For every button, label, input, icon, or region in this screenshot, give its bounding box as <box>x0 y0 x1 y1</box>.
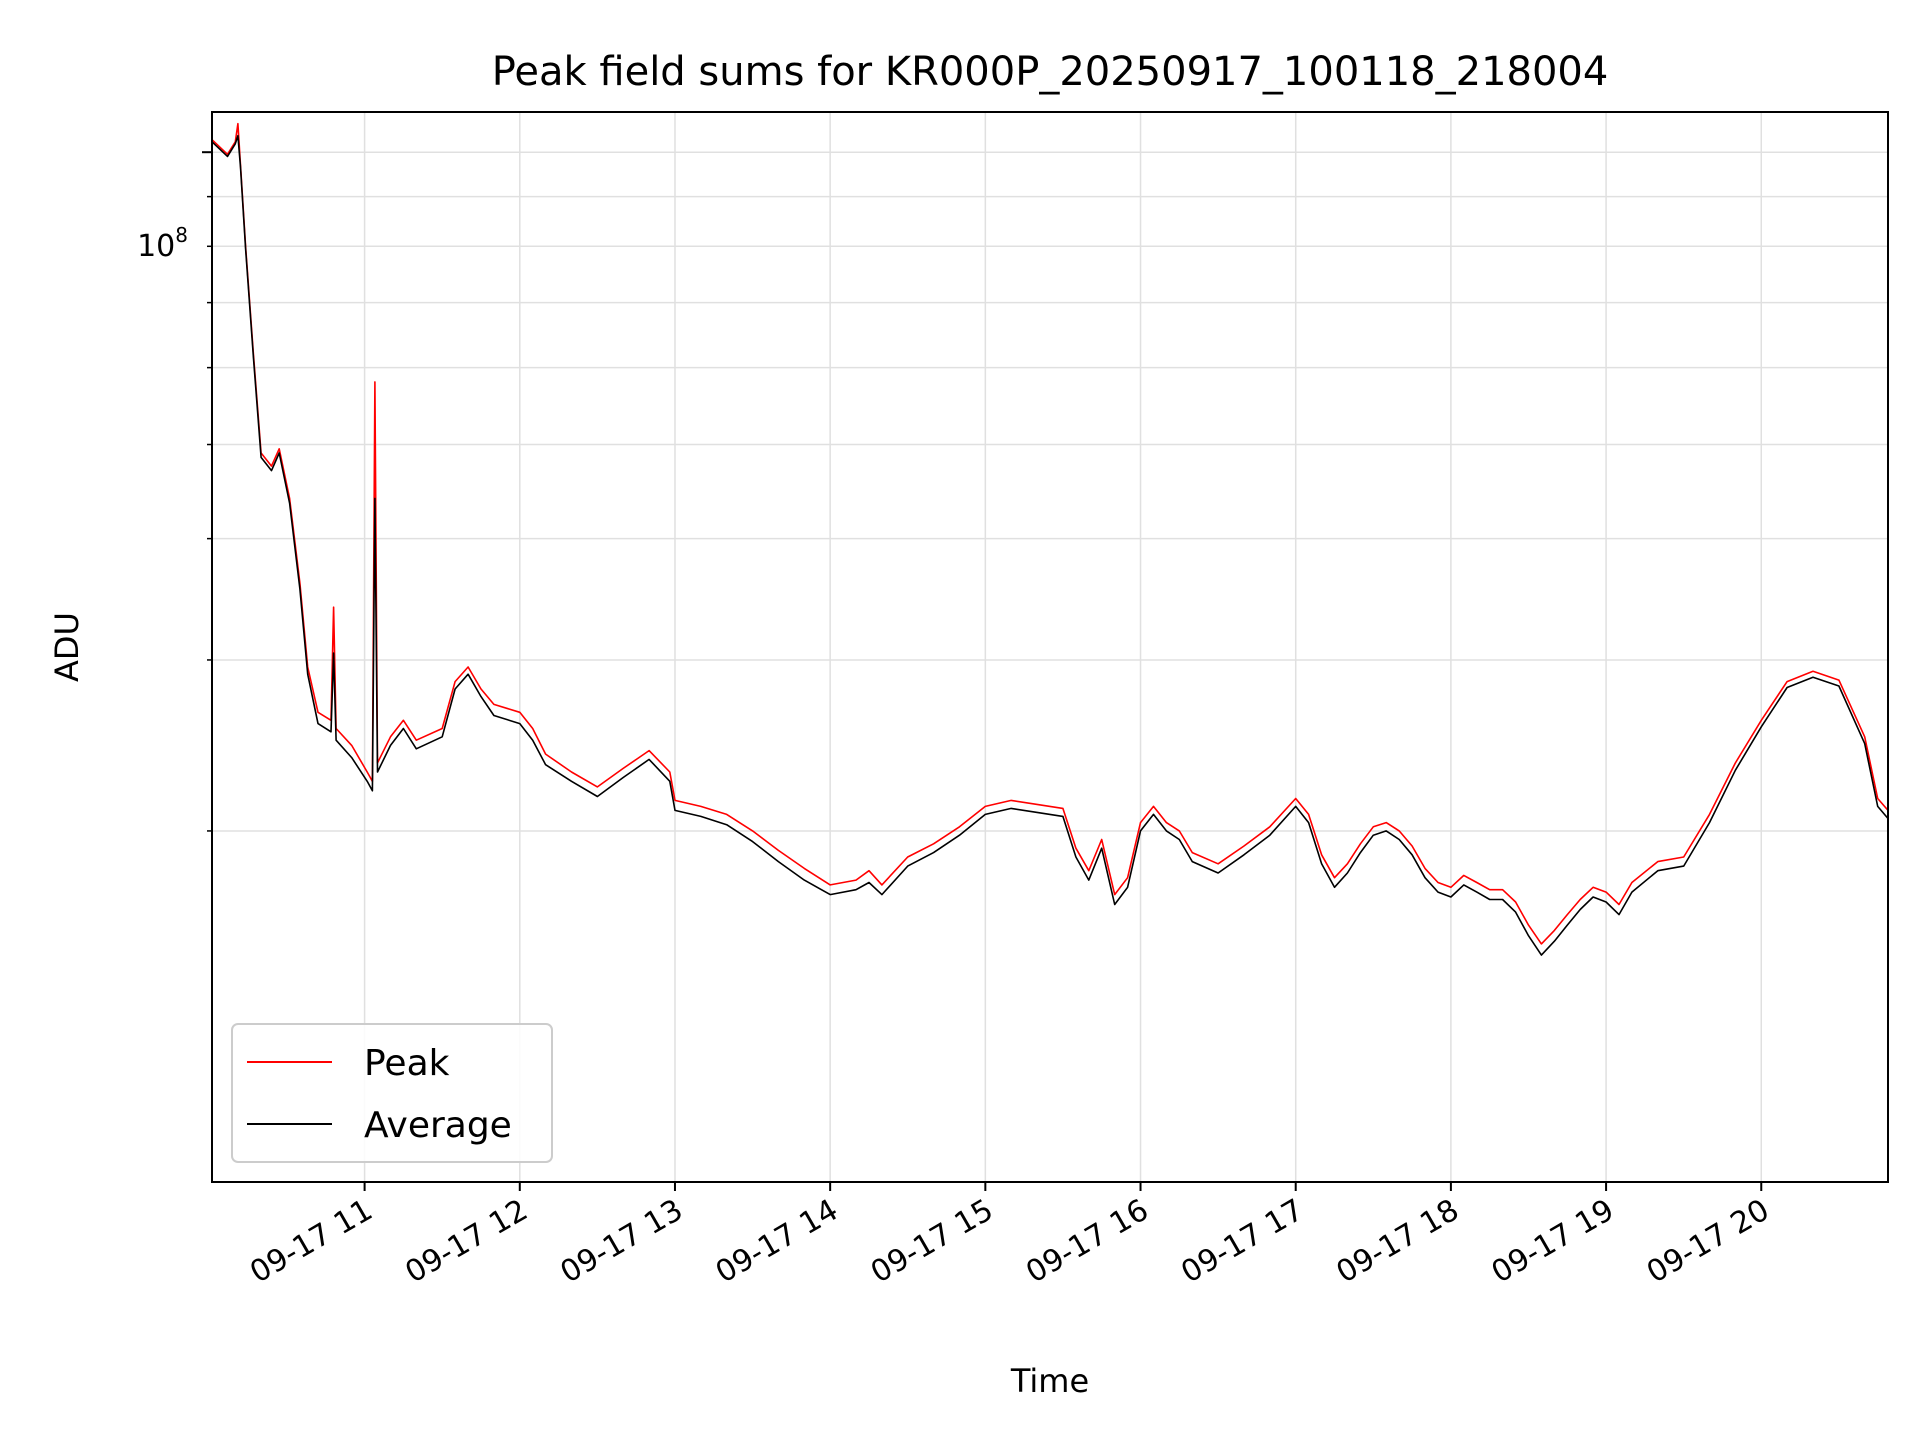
series-line-peak <box>212 122 1888 945</box>
y-tick-exponent: 8 <box>175 223 188 247</box>
series-line-average <box>212 134 1888 956</box>
plot-area <box>211 111 1889 1183</box>
legend-label-peak: Peak <box>364 1043 450 1084</box>
x-axis-title: Time <box>1010 1362 1089 1400</box>
legend[interactable]: Peak Average <box>231 1023 553 1163</box>
y-tick-base: 10 <box>137 229 175 264</box>
legend-label-average: Average <box>364 1105 512 1146</box>
y-axis-title: ADU <box>48 612 86 682</box>
y-major-tick-label: 108 <box>137 223 188 264</box>
svg-text:108: 108 <box>137 223 188 264</box>
legend-box <box>231 1023 553 1163</box>
chart-title: Peak field sums for KR000P_20250917_1001… <box>492 49 1609 95</box>
series-layer <box>212 122 1888 956</box>
grid <box>212 112 1888 1182</box>
